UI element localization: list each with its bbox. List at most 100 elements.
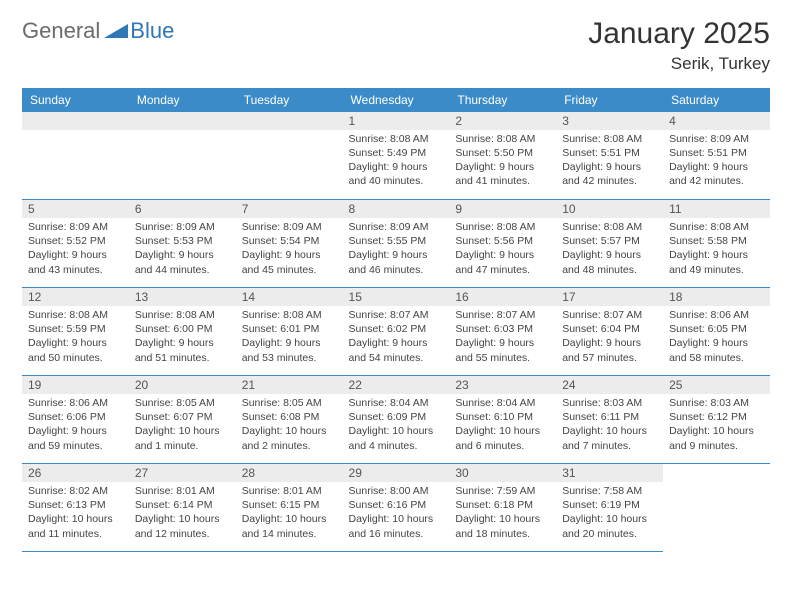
calendar-cell: 4Sunrise: 8:09 AMSunset: 5:51 PMDaylight… [663, 112, 770, 200]
day-number: 17 [556, 288, 663, 306]
day-text: Sunrise: 8:00 AMSunset: 6:16 PMDaylight:… [349, 482, 444, 541]
calendar-cell: 21Sunrise: 8:05 AMSunset: 6:08 PMDayligh… [236, 376, 343, 464]
day-number: 26 [22, 464, 129, 482]
calendar-cell: 22Sunrise: 8:04 AMSunset: 6:09 PMDayligh… [343, 376, 450, 464]
day-number: 13 [129, 288, 236, 306]
day-text: Sunrise: 8:08 AMSunset: 6:00 PMDaylight:… [135, 306, 230, 365]
day-details: Sunrise: 8:06 AMSunset: 6:06 PMDaylight:… [22, 394, 129, 457]
day-number: 28 [236, 464, 343, 482]
calendar-table: SundayMondayTuesdayWednesdayThursdayFrid… [22, 88, 770, 553]
day-number: 19 [22, 376, 129, 394]
day-text: Sunrise: 8:08 AMSunset: 5:51 PMDaylight:… [562, 130, 657, 189]
calendar-cell: 20Sunrise: 8:05 AMSunset: 6:07 PMDayligh… [129, 376, 236, 464]
day-text: Sunrise: 8:06 AMSunset: 6:06 PMDaylight:… [28, 394, 123, 453]
day-details: Sunrise: 8:07 AMSunset: 6:04 PMDaylight:… [556, 306, 663, 369]
calendar-week-row: 19Sunrise: 8:06 AMSunset: 6:06 PMDayligh… [22, 376, 770, 464]
logo-word2: Blue [130, 18, 174, 44]
weekday-header: Wednesday [343, 88, 450, 112]
calendar-cell: 26Sunrise: 8:02 AMSunset: 6:13 PMDayligh… [22, 464, 129, 552]
day-number: 30 [449, 464, 556, 482]
day-details: Sunrise: 8:08 AMSunset: 5:50 PMDaylight:… [449, 130, 556, 193]
day-number: 5 [22, 200, 129, 218]
day-details: Sunrise: 8:09 AMSunset: 5:55 PMDaylight:… [343, 218, 450, 281]
day-details: Sunrise: 8:02 AMSunset: 6:13 PMDaylight:… [22, 482, 129, 545]
day-text: Sunrise: 8:05 AMSunset: 6:08 PMDaylight:… [242, 394, 337, 453]
day-details: Sunrise: 8:00 AMSunset: 6:16 PMDaylight:… [343, 482, 450, 545]
day-details: Sunrise: 8:08 AMSunset: 6:01 PMDaylight:… [236, 306, 343, 369]
day-details: Sunrise: 8:08 AMSunset: 5:58 PMDaylight:… [663, 218, 770, 281]
day-text: Sunrise: 8:09 AMSunset: 5:53 PMDaylight:… [135, 218, 230, 277]
title-block: January 2025 Serik, Turkey [588, 18, 770, 74]
day-text: Sunrise: 8:08 AMSunset: 5:49 PMDaylight:… [349, 130, 444, 189]
day-number: 24 [556, 376, 663, 394]
day-number: 12 [22, 288, 129, 306]
weekday-header: Friday [556, 88, 663, 112]
day-text: Sunrise: 8:05 AMSunset: 6:07 PMDaylight:… [135, 394, 230, 453]
day-number: 10 [556, 200, 663, 218]
day-details: Sunrise: 8:01 AMSunset: 6:15 PMDaylight:… [236, 482, 343, 545]
calendar-cell: 19Sunrise: 8:06 AMSunset: 6:06 PMDayligh… [22, 376, 129, 464]
day-number: 25 [663, 376, 770, 394]
page-title: January 2025 [588, 18, 770, 50]
day-details: Sunrise: 8:08 AMSunset: 5:57 PMDaylight:… [556, 218, 663, 281]
day-text: Sunrise: 8:09 AMSunset: 5:52 PMDaylight:… [28, 218, 123, 277]
day-details: Sunrise: 8:04 AMSunset: 6:09 PMDaylight:… [343, 394, 450, 457]
day-number: 18 [663, 288, 770, 306]
location-label: Serik, Turkey [588, 54, 770, 74]
day-text: Sunrise: 8:03 AMSunset: 6:11 PMDaylight:… [562, 394, 657, 453]
calendar-cell: 30Sunrise: 7:59 AMSunset: 6:18 PMDayligh… [449, 464, 556, 552]
day-number: 9 [449, 200, 556, 218]
day-details: Sunrise: 8:08 AMSunset: 5:56 PMDaylight:… [449, 218, 556, 281]
day-details: Sunrise: 8:01 AMSunset: 6:14 PMDaylight:… [129, 482, 236, 545]
day-details: Sunrise: 8:08 AMSunset: 6:00 PMDaylight:… [129, 306, 236, 369]
day-text: Sunrise: 8:08 AMSunset: 5:58 PMDaylight:… [669, 218, 764, 277]
day-number: 29 [343, 464, 450, 482]
day-details: Sunrise: 7:58 AMSunset: 6:19 PMDaylight:… [556, 482, 663, 545]
calendar-cell: 10Sunrise: 8:08 AMSunset: 5:57 PMDayligh… [556, 200, 663, 288]
calendar-cell: 7Sunrise: 8:09 AMSunset: 5:54 PMDaylight… [236, 200, 343, 288]
calendar-cell: 25Sunrise: 8:03 AMSunset: 6:12 PMDayligh… [663, 376, 770, 464]
calendar-cell: 12Sunrise: 8:08 AMSunset: 5:59 PMDayligh… [22, 288, 129, 376]
day-text: Sunrise: 8:09 AMSunset: 5:55 PMDaylight:… [349, 218, 444, 277]
day-text: Sunrise: 8:07 AMSunset: 6:04 PMDaylight:… [562, 306, 657, 365]
calendar-cell: 3Sunrise: 8:08 AMSunset: 5:51 PMDaylight… [556, 112, 663, 200]
empty-day-strip [129, 112, 236, 130]
weekday-header: Sunday [22, 88, 129, 112]
day-text: Sunrise: 8:04 AMSunset: 6:10 PMDaylight:… [455, 394, 550, 453]
day-text: Sunrise: 8:01 AMSunset: 6:15 PMDaylight:… [242, 482, 337, 541]
logo: General Blue [22, 18, 174, 44]
day-details: Sunrise: 8:05 AMSunset: 6:08 PMDaylight:… [236, 394, 343, 457]
day-text: Sunrise: 8:09 AMSunset: 5:54 PMDaylight:… [242, 218, 337, 277]
day-number: 23 [449, 376, 556, 394]
weekday-header: Thursday [449, 88, 556, 112]
calendar-cell: 29Sunrise: 8:00 AMSunset: 6:16 PMDayligh… [343, 464, 450, 552]
calendar-cell: 31Sunrise: 7:58 AMSunset: 6:19 PMDayligh… [556, 464, 663, 552]
day-number: 8 [343, 200, 450, 218]
calendar-cell: 9Sunrise: 8:08 AMSunset: 5:56 PMDaylight… [449, 200, 556, 288]
day-text: Sunrise: 8:08 AMSunset: 5:56 PMDaylight:… [455, 218, 550, 277]
day-details: Sunrise: 8:09 AMSunset: 5:54 PMDaylight:… [236, 218, 343, 281]
day-number: 11 [663, 200, 770, 218]
day-number: 3 [556, 112, 663, 130]
day-number: 2 [449, 112, 556, 130]
day-number: 7 [236, 200, 343, 218]
calendar-cell: 27Sunrise: 8:01 AMSunset: 6:14 PMDayligh… [129, 464, 236, 552]
calendar-cell: 1Sunrise: 8:08 AMSunset: 5:49 PMDaylight… [343, 112, 450, 200]
day-text: Sunrise: 8:01 AMSunset: 6:14 PMDaylight:… [135, 482, 230, 541]
day-details: Sunrise: 8:09 AMSunset: 5:51 PMDaylight:… [663, 130, 770, 193]
day-details: Sunrise: 8:07 AMSunset: 6:02 PMDaylight:… [343, 306, 450, 369]
logo-triangle-icon [104, 18, 128, 44]
day-details: Sunrise: 8:03 AMSunset: 6:12 PMDaylight:… [663, 394, 770, 457]
calendar-cell: 8Sunrise: 8:09 AMSunset: 5:55 PMDaylight… [343, 200, 450, 288]
day-text: Sunrise: 7:58 AMSunset: 6:19 PMDaylight:… [562, 482, 657, 541]
day-text: Sunrise: 8:08 AMSunset: 5:59 PMDaylight:… [28, 306, 123, 365]
day-details: Sunrise: 8:08 AMSunset: 5:49 PMDaylight:… [343, 130, 450, 193]
day-number: 1 [343, 112, 450, 130]
day-details: Sunrise: 8:03 AMSunset: 6:11 PMDaylight:… [556, 394, 663, 457]
calendar-cell: 24Sunrise: 8:03 AMSunset: 6:11 PMDayligh… [556, 376, 663, 464]
calendar-cell: 14Sunrise: 8:08 AMSunset: 6:01 PMDayligh… [236, 288, 343, 376]
day-number: 14 [236, 288, 343, 306]
calendar-cell: 6Sunrise: 8:09 AMSunset: 5:53 PMDaylight… [129, 200, 236, 288]
day-details: Sunrise: 8:08 AMSunset: 5:59 PMDaylight:… [22, 306, 129, 369]
day-details: Sunrise: 8:08 AMSunset: 5:51 PMDaylight:… [556, 130, 663, 193]
